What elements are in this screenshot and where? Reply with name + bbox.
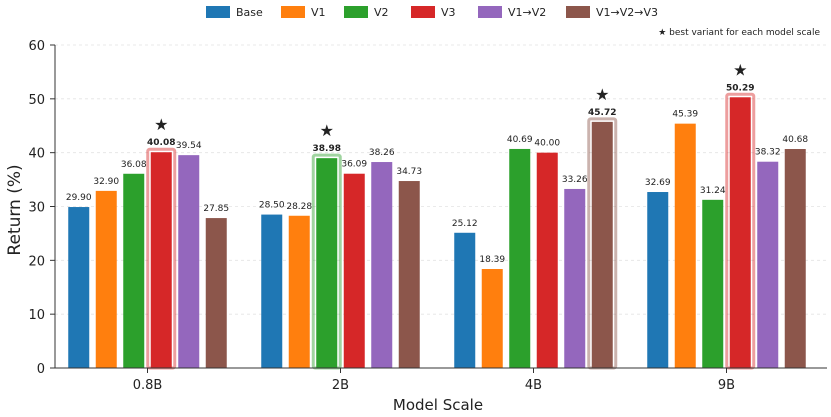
bar-value-label: 29.90 — [66, 193, 92, 203]
bars — [68, 92, 806, 370]
legend-label: V3 — [441, 6, 456, 19]
bar — [702, 199, 724, 368]
bar-value-label: 34.73 — [396, 167, 422, 177]
bar-value-label: 36.09 — [341, 160, 367, 170]
legend-label: V1→V2→V3 — [596, 6, 658, 19]
y-tick-label: 30 — [28, 201, 45, 216]
bar-value-label: 40.69 — [507, 135, 533, 145]
bar-value-label: 45.72 — [588, 108, 616, 118]
bar — [729, 97, 751, 369]
bar — [371, 162, 393, 368]
x-tick-label: 0.8B — [133, 378, 163, 393]
bar-value-label: 28.28 — [286, 202, 312, 212]
bar — [150, 152, 172, 368]
best-star-icon: ★ — [154, 115, 168, 134]
legend-swatch — [411, 6, 435, 18]
y-tick-label: 50 — [28, 93, 45, 108]
bar-value-label: 38.32 — [755, 148, 781, 158]
legend-swatch — [206, 6, 230, 18]
bar — [674, 123, 696, 368]
bar — [68, 207, 90, 368]
legend-label: V1→V2 — [508, 6, 546, 19]
bar — [564, 188, 586, 368]
bar — [178, 155, 200, 368]
bar-value-label: 36.08 — [121, 160, 147, 170]
bar — [261, 214, 283, 368]
bar-value-label: 33.26 — [562, 175, 588, 185]
bar-value-label: 40.68 — [782, 135, 808, 145]
bar — [647, 192, 669, 368]
x-tick-label: 4B — [525, 378, 542, 393]
bar — [481, 269, 503, 368]
bar — [454, 232, 476, 368]
best-star-icon: ★ — [320, 121, 334, 140]
x-tick-label: 2B — [332, 378, 349, 393]
legend-label: Base — [236, 6, 263, 19]
y-tick-label: 0 — [37, 362, 45, 377]
bar-value-label: 40.08 — [147, 138, 175, 148]
legend-swatch — [478, 6, 502, 18]
bar — [591, 121, 613, 369]
bar-value-label: 18.39 — [479, 255, 505, 265]
bar-value-label: 32.90 — [93, 177, 119, 187]
bar-value-label: 32.69 — [645, 178, 671, 188]
y-tick-label: 10 — [28, 308, 45, 323]
y-axis-label: Return (%) — [5, 164, 25, 255]
y-tick-label: 20 — [28, 254, 45, 269]
bar-value-label: 27.85 — [203, 204, 229, 214]
y-tick-label: 40 — [28, 147, 45, 162]
legend-swatch — [281, 6, 305, 18]
bar-value-label: 45.39 — [672, 110, 698, 120]
x-tick-label: 9B — [718, 378, 735, 393]
legend-label: V2 — [374, 6, 389, 19]
bar-value-label: 50.29 — [726, 83, 754, 93]
legend-swatch — [344, 6, 368, 18]
bar — [509, 148, 531, 368]
bar — [757, 161, 779, 368]
best-variant-note: ★ best variant for each model scale — [658, 28, 820, 38]
best-star-icon: ★ — [733, 60, 747, 79]
bar-value-label: 38.98 — [313, 144, 341, 154]
legend-swatch — [566, 6, 590, 18]
best-star-icon: ★ — [595, 85, 609, 104]
bar-value-label: 31.24 — [700, 186, 726, 196]
bar — [343, 173, 365, 368]
bar-value-label: 28.50 — [259, 201, 285, 211]
bar — [536, 152, 558, 368]
legend: Base V1 V2 V3 V1→V2 V1→V2→V3 — [206, 6, 658, 19]
bar — [784, 149, 806, 368]
bar — [123, 173, 145, 368]
y-tick-label: 60 — [28, 39, 45, 54]
bar-value-label: 39.54 — [176, 141, 202, 151]
bar-value-label: 25.12 — [452, 219, 478, 229]
bar — [95, 190, 117, 368]
x-axis-label: Model Scale — [393, 396, 483, 414]
bar-value-label: 38.26 — [369, 148, 395, 158]
bar — [288, 215, 310, 368]
bar-value-label: 40.00 — [534, 139, 560, 149]
legend-label: V1 — [311, 6, 326, 19]
bar — [205, 218, 227, 368]
axes: 0 10 20 30 40 50 60 0.8B 2B 4B 9B — [28, 39, 827, 393]
bar — [398, 181, 420, 368]
bar — [316, 158, 338, 368]
